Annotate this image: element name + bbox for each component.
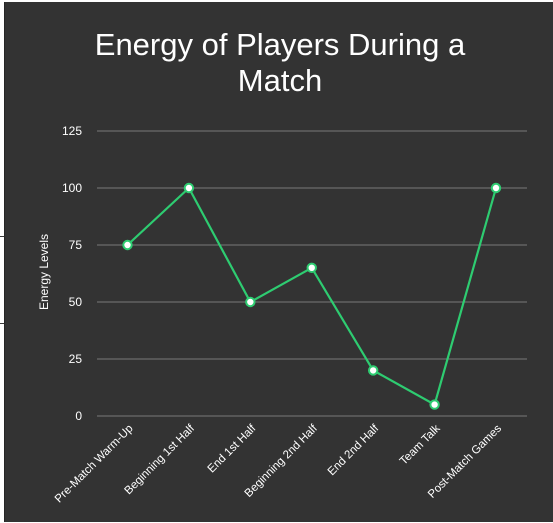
data-point — [122, 239, 133, 251]
edge-mark — [0, 323, 5, 324]
y-tick-label: 100 — [62, 181, 82, 195]
y-tick-label: 75 — [69, 238, 83, 252]
data-point — [183, 182, 195, 194]
data-point — [429, 399, 440, 410]
y-tick-label: 25 — [69, 352, 83, 366]
y-axis-label: Energy Levels — [37, 234, 51, 310]
y-tick-label: 50 — [69, 295, 83, 309]
data-series — [122, 182, 502, 410]
x-tick-label: Beginning 1st Half — [123, 422, 198, 497]
y-tick-label: 125 — [62, 124, 82, 138]
chart-title-line-1: Energy of Players During a — [95, 27, 466, 62]
chart-title-line-2: Match — [238, 63, 322, 98]
edge-mark — [0, 236, 5, 237]
x-tick-label: Pre-Match Warm-Up — [53, 423, 136, 506]
chart-panel — [4, 2, 553, 522]
y-tick-label: 0 — [75, 409, 82, 423]
x-tick-label: End 2nd Half — [326, 422, 382, 478]
x-tick-label: End 1st Half — [206, 422, 259, 475]
y-tick-labels: 0 25 50 75 100 125 — [62, 124, 82, 423]
data-point — [367, 365, 379, 376]
x-tick-label: Team Talk — [398, 422, 443, 467]
series-line — [126, 186, 498, 407]
data-point — [245, 296, 256, 308]
grid-lines — [97, 130, 527, 417]
data-point — [306, 262, 317, 273]
data-point — [490, 182, 502, 194]
